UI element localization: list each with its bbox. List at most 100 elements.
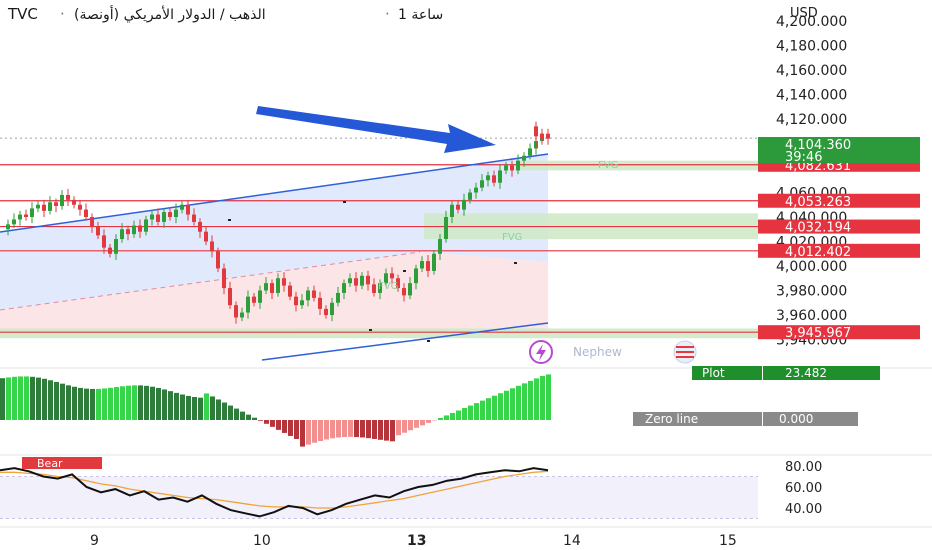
candle-body [342, 283, 346, 293]
annotations-layer [228, 106, 517, 342]
countdown-timer: 39:46 [785, 150, 822, 165]
histogram-bar [330, 420, 335, 439]
candle-body [66, 194, 70, 200]
candle-body [468, 192, 472, 200]
candle-body [372, 284, 376, 293]
marker-dot [343, 201, 346, 203]
histogram-bar [186, 395, 191, 420]
candle-body [546, 133, 550, 139]
candle-body [474, 187, 478, 193]
candle-body [276, 278, 280, 293]
candle-body [360, 275, 364, 286]
histogram-bar [480, 400, 485, 420]
level-badge-box [758, 325, 920, 340]
time-axis[interactable]: 9 10 13 14 15 [90, 533, 737, 549]
histogram-bar [336, 420, 341, 438]
marker-dot [228, 219, 231, 221]
current-price-box [758, 137, 920, 163]
flag-stripe [676, 356, 694, 358]
candle-body [108, 247, 112, 254]
histogram-bar [0, 378, 5, 420]
candle-body [222, 268, 226, 289]
histogram-bar [420, 420, 425, 426]
histogram-bar [414, 420, 419, 428]
candle-body [180, 204, 184, 210]
candle-body [324, 308, 328, 315]
histogram-bar [114, 387, 119, 420]
plot-value: 23.482 [785, 366, 827, 380]
candle-body [204, 231, 208, 242]
histogram-bar [366, 420, 371, 439]
histogram-bar [402, 420, 407, 433]
histogram-bar [30, 376, 35, 420]
histogram-bar [96, 388, 101, 420]
histogram-bar [204, 393, 209, 420]
candle-body [30, 208, 34, 217]
histogram-bar [324, 420, 329, 440]
histogram-bar [342, 420, 347, 438]
histogram-bar [378, 420, 383, 440]
time-tick-label: 14 [563, 533, 581, 549]
marker-dot [369, 329, 372, 331]
rsi-signal-line [0, 470, 549, 509]
level-badges: 4,082.6314,053.2634,032.1944,012.4023,94… [758, 157, 920, 341]
candle-body [198, 221, 202, 232]
oscillator-histogram [0, 374, 551, 447]
level-badge-box [758, 219, 920, 234]
trend-arrow [256, 106, 496, 153]
candlestick-series [6, 121, 550, 324]
candle-body [318, 297, 322, 309]
bear-badge: Bear [22, 457, 102, 470]
histogram-bar [168, 391, 173, 420]
candle-body [456, 204, 460, 210]
candle-body [210, 241, 214, 252]
histogram-bar [252, 417, 257, 420]
level-lines [0, 164, 758, 333]
histogram-bar [42, 378, 47, 420]
candle-body [18, 214, 22, 220]
current-price-badge: 4,104.360 39:46 [758, 137, 920, 165]
fvg-zone [518, 160, 758, 171]
candle-body [432, 253, 436, 271]
price-axis[interactable]: 4,200.000 4,180.000 4,160.000 4,140.000 4,12… [776, 14, 847, 349]
histogram-bar [426, 420, 431, 423]
marker-dot [514, 262, 517, 264]
histogram-bar [282, 420, 287, 433]
histogram-bar [144, 385, 149, 420]
candle-body [72, 199, 76, 205]
candle-body [84, 209, 88, 217]
histogram-bar [474, 403, 479, 420]
plot-label: Plot [702, 366, 725, 380]
histogram-bar [234, 408, 239, 420]
candle-body [192, 214, 196, 222]
histogram-bar [444, 415, 449, 420]
candle-body [6, 224, 10, 230]
candle-body [522, 155, 526, 161]
histogram-bar [12, 376, 17, 420]
interval-label: 1 ساعة [398, 7, 443, 23]
histogram-bar [36, 377, 41, 420]
histogram-bar [294, 420, 299, 439]
candle-body [348, 278, 352, 284]
candle-body [12, 219, 16, 225]
channel-lower-line[interactable] [261, 322, 549, 361]
candle-body [36, 204, 40, 209]
candle-body [306, 290, 310, 301]
fvg-label: FVG [378, 281, 398, 292]
histogram-bar [468, 405, 473, 420]
candle-body [246, 296, 250, 313]
candle-body [156, 214, 160, 222]
candle-body [396, 278, 400, 289]
histogram-bar [438, 417, 443, 420]
candle-body [144, 219, 148, 232]
currency-label: USD [790, 6, 818, 21]
histogram-bar [228, 405, 233, 420]
candle-body [402, 288, 406, 296]
rsi-tick-label: 80.00 [785, 460, 822, 475]
histogram-bar [450, 412, 455, 420]
rsi-pane [0, 467, 758, 519]
candle-body [120, 229, 124, 240]
level-badge-value: 3,945.967 [785, 326, 851, 341]
candle-body [96, 226, 100, 236]
